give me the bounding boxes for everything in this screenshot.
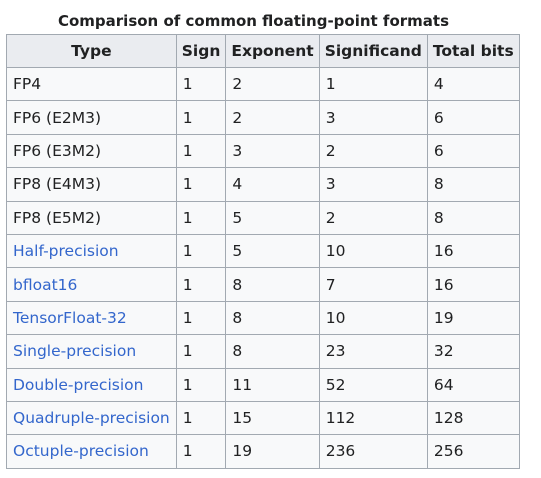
type-label: FP6 (E2M3) bbox=[13, 108, 102, 127]
type-link[interactable]: Single-precision bbox=[13, 342, 137, 361]
cell-total-bits: 8 bbox=[426, 200, 520, 235]
cell-significand: 112 bbox=[318, 400, 428, 436]
cell-type: TensorFloat-32 bbox=[6, 300, 177, 336]
header-exponent: Exponent bbox=[225, 34, 320, 68]
cell-type: Octuple-precision bbox=[6, 434, 177, 469]
cell-total-bits: 64 bbox=[426, 367, 520, 402]
cell-significand: 7 bbox=[318, 267, 428, 302]
type-link[interactable]: Half-precision bbox=[13, 242, 119, 261]
header-sign: Sign bbox=[175, 34, 227, 68]
cell-sign: 1 bbox=[175, 400, 227, 436]
cell-exponent: 8 bbox=[225, 300, 320, 336]
cell-total-bits: 6 bbox=[426, 100, 520, 135]
type-link[interactable]: TensorFloat-32 bbox=[13, 308, 127, 327]
cell-sign: 1 bbox=[175, 267, 227, 302]
cell-significand: 2 bbox=[318, 133, 428, 169]
cell-significand: 3 bbox=[318, 100, 428, 135]
cell-sign: 1 bbox=[175, 367, 227, 402]
table-row: FP6 (E2M3) 1 2 3 6 bbox=[6, 100, 520, 135]
type-label: FP8 (E5M2) bbox=[13, 208, 102, 227]
cell-sign: 1 bbox=[175, 300, 227, 336]
cell-significand: 236 bbox=[318, 434, 428, 469]
cell-total-bits: 6 bbox=[426, 133, 520, 169]
cell-total-bits: 256 bbox=[426, 434, 520, 469]
cell-exponent: 8 bbox=[225, 334, 320, 369]
cell-exponent: 4 bbox=[225, 167, 320, 202]
cell-sign: 1 bbox=[175, 434, 227, 469]
cell-exponent: 19 bbox=[225, 434, 320, 469]
table-row: Quadruple-precision 1 15 112 128 bbox=[6, 400, 520, 436]
cell-sign: 1 bbox=[175, 100, 227, 135]
cell-total-bits: 4 bbox=[426, 66, 520, 102]
cell-type: Double-precision bbox=[6, 367, 177, 402]
table-row: FP8 (E5M2) 1 5 2 8 bbox=[6, 200, 520, 235]
header-total-bits: Total bits bbox=[426, 34, 520, 68]
type-label: FP6 (E3M2) bbox=[13, 141, 102, 160]
table-row: Half-precision 1 5 10 16 bbox=[6, 233, 520, 269]
type-link[interactable]: Quadruple-precision bbox=[13, 409, 170, 428]
header-type: Type bbox=[6, 34, 177, 68]
cell-exponent: 8 bbox=[225, 267, 320, 302]
cell-type: FP6 (E2M3) bbox=[6, 100, 177, 135]
cell-exponent: 5 bbox=[225, 233, 320, 269]
cell-total-bits: 8 bbox=[426, 167, 520, 202]
cell-type: bfloat16 bbox=[6, 267, 177, 302]
cell-type: FP8 (E5M2) bbox=[6, 200, 177, 235]
cell-exponent: 3 bbox=[225, 133, 320, 169]
cell-type: Quadruple-precision bbox=[6, 400, 177, 436]
table-row: Octuple-precision 1 19 236 256 bbox=[6, 434, 520, 469]
cell-total-bits: 16 bbox=[426, 267, 520, 302]
cell-significand: 23 bbox=[318, 334, 428, 369]
cell-type: Single-precision bbox=[6, 334, 177, 369]
header-significand: Significand bbox=[318, 34, 428, 68]
type-link[interactable]: Octuple-precision bbox=[13, 442, 149, 461]
table-row: FP8 (E4M3) 1 4 3 8 bbox=[6, 167, 520, 202]
cell-sign: 1 bbox=[175, 200, 227, 235]
cell-sign: 1 bbox=[175, 233, 227, 269]
cell-significand: 10 bbox=[318, 233, 428, 269]
cell-sign: 1 bbox=[175, 66, 227, 102]
type-link[interactable]: bfloat16 bbox=[13, 275, 78, 294]
cell-significand: 10 bbox=[318, 300, 428, 336]
cell-total-bits: 128 bbox=[426, 400, 520, 436]
table-header-row: Type Sign Exponent Significand Total bit… bbox=[6, 34, 520, 68]
cell-sign: 1 bbox=[175, 334, 227, 369]
table-row: FP6 (E3M2) 1 3 2 6 bbox=[6, 133, 520, 169]
cell-type: Half-precision bbox=[6, 233, 177, 269]
cell-type: FP4 bbox=[6, 66, 177, 102]
cell-type: FP8 (E4M3) bbox=[6, 167, 177, 202]
cell-exponent: 11 bbox=[225, 367, 320, 402]
type-link[interactable]: Double-precision bbox=[13, 375, 144, 394]
table-row: FP4 1 2 1 4 bbox=[6, 66, 520, 102]
type-label: FP8 (E4M3) bbox=[13, 175, 102, 194]
table-row: Single-precision 1 8 23 32 bbox=[6, 334, 520, 369]
cell-significand: 1 bbox=[318, 66, 428, 102]
cell-significand: 52 bbox=[318, 367, 428, 402]
cell-exponent: 2 bbox=[225, 66, 320, 102]
type-label: FP4 bbox=[13, 75, 42, 94]
cell-total-bits: 32 bbox=[426, 334, 520, 369]
table-row: Double-precision 1 11 52 64 bbox=[6, 367, 520, 402]
cell-exponent: 2 bbox=[225, 100, 320, 135]
cell-exponent: 5 bbox=[225, 200, 320, 235]
table-caption: Comparison of common floating-point form… bbox=[57, 12, 450, 30]
cell-total-bits: 16 bbox=[426, 233, 520, 269]
table-row: TensorFloat-32 1 8 10 19 bbox=[6, 300, 520, 336]
cell-type: FP6 (E3M2) bbox=[6, 133, 177, 169]
cell-exponent: 15 bbox=[225, 400, 320, 436]
cell-significand: 2 bbox=[318, 200, 428, 235]
cell-sign: 1 bbox=[175, 167, 227, 202]
cell-sign: 1 bbox=[175, 133, 227, 169]
cell-total-bits: 19 bbox=[426, 300, 520, 336]
cell-significand: 3 bbox=[318, 167, 428, 202]
floating-point-formats-table: Type Sign Exponent Significand Total bit… bbox=[6, 34, 520, 469]
table-row: bfloat16 1 8 7 16 bbox=[6, 267, 520, 302]
